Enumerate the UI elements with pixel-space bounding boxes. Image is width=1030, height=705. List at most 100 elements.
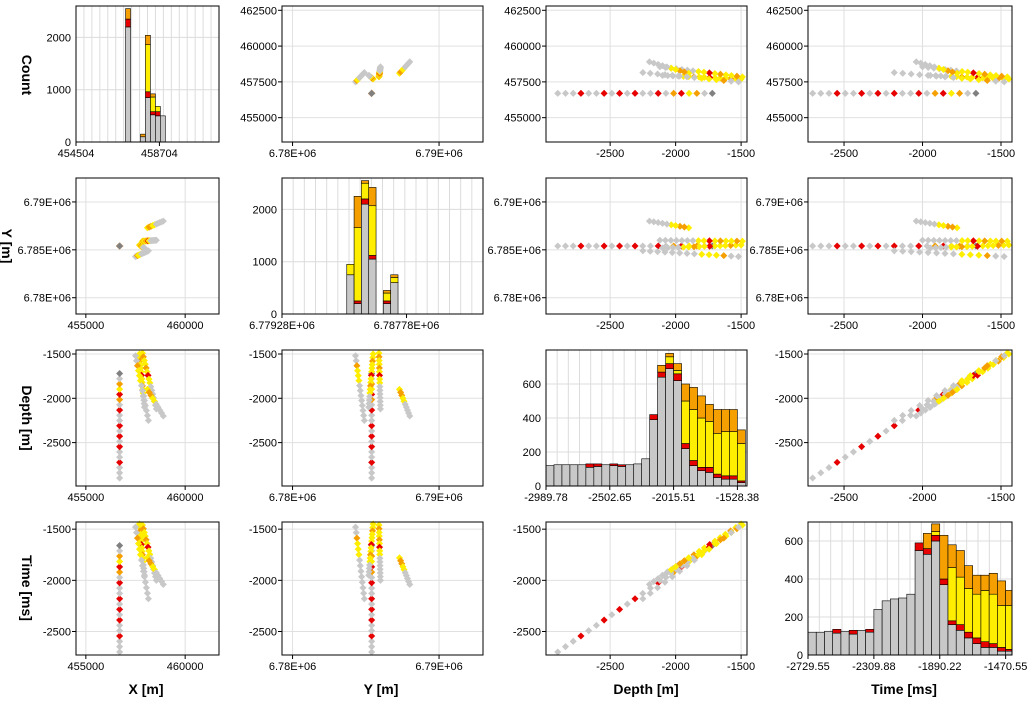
point-yellow	[727, 237, 735, 245]
bar-gray	[561, 464, 571, 487]
point-gray	[654, 248, 662, 256]
point-gray	[690, 250, 698, 258]
point-yellow	[738, 237, 746, 245]
bar-orange	[997, 580, 1006, 606]
plot-frame	[281, 521, 484, 656]
point-yellow	[672, 563, 680, 571]
point-orange	[998, 237, 1006, 245]
col-label-time: Time [ms]	[871, 681, 937, 697]
point-yellow	[375, 349, 383, 357]
bar-gray	[577, 464, 587, 487]
bar-gray	[657, 376, 666, 487]
point-gray	[866, 89, 874, 97]
point-red	[376, 543, 384, 551]
point-gray	[143, 589, 151, 597]
y-tick-label: 455000	[240, 113, 277, 125]
point-orange	[983, 76, 991, 84]
point-gray	[352, 523, 360, 531]
bar-red	[361, 198, 370, 205]
point-red	[116, 406, 124, 414]
y-tick-label: 457500	[504, 77, 541, 89]
bar-red	[922, 548, 932, 555]
bar-red	[939, 578, 949, 585]
bar-orange	[964, 565, 973, 589]
point-gray	[365, 571, 373, 579]
point-yellow	[1003, 73, 1011, 81]
point-gray	[882, 427, 890, 435]
bar-yellow	[997, 605, 1006, 648]
point-gray	[645, 58, 653, 66]
point-red	[833, 89, 841, 97]
point-gray	[890, 69, 898, 77]
point-gray	[358, 401, 366, 410]
point-gray	[356, 382, 364, 390]
point-yellow	[354, 545, 362, 553]
point-red	[616, 89, 624, 97]
well-D	[395, 385, 414, 420]
point-gray	[585, 242, 593, 250]
point-orange	[133, 534, 142, 542]
point-gray	[921, 219, 929, 227]
bar-gray	[145, 97, 151, 143]
bar-gray	[353, 303, 362, 315]
point-red	[116, 458, 124, 466]
row-label-count: Count	[19, 55, 35, 96]
point-gray	[645, 217, 653, 225]
point-yellow	[685, 554, 693, 562]
histogram-time: 0 200 400 600 -2729.55 -2309.88 -1890.22 -1470.…	[785, 521, 1027, 673]
point-gray	[952, 237, 960, 245]
x-tick-label: -1500	[727, 320, 755, 332]
bar-yellow	[145, 44, 151, 93]
point-red	[368, 443, 376, 451]
bar-gray	[593, 466, 603, 487]
point-yellow	[992, 237, 1000, 245]
point-gray	[116, 637, 124, 645]
point-gray	[132, 357, 141, 365]
well-C	[375, 521, 384, 584]
well-D	[912, 385, 961, 420]
bar-yellow	[931, 531, 941, 536]
well-E	[131, 247, 152, 261]
point-gray	[674, 243, 682, 251]
point-gray	[592, 242, 600, 250]
point-gray	[727, 77, 735, 85]
point-yellow	[694, 67, 702, 76]
point-yellow	[712, 251, 720, 259]
point-gray	[144, 416, 152, 424]
point-red	[833, 242, 841, 250]
well-D	[395, 58, 414, 77]
point-gray	[376, 565, 384, 573]
point-gray	[623, 600, 631, 608]
bar-orange	[972, 574, 982, 595]
point-gray	[654, 584, 662, 592]
point-red	[616, 605, 624, 613]
x-tick-label: 460000	[167, 492, 204, 504]
y-tick-label: 6.78E+06	[494, 293, 541, 305]
point-gray	[139, 567, 147, 575]
bar-yellow	[729, 431, 738, 477]
bar-gray	[625, 464, 635, 487]
well-B	[365, 520, 377, 579]
bar-yellow	[980, 590, 990, 643]
point-dark	[368, 89, 376, 97]
point-gray	[357, 567, 365, 575]
point-gray	[949, 74, 957, 82]
point-yellow	[947, 243, 955, 251]
point-red	[116, 616, 124, 624]
point-red	[368, 422, 376, 430]
row-label-depth: Depth [m]	[19, 385, 35, 450]
bar-gray	[1005, 650, 1013, 656]
x-tick-label: -2989.78	[524, 492, 567, 504]
point-orange	[981, 70, 989, 78]
bar-orange	[383, 290, 392, 294]
point-red	[368, 616, 376, 624]
bar-yellow	[705, 421, 714, 468]
point-orange	[958, 243, 966, 251]
point-red	[600, 242, 608, 250]
well-E	[131, 523, 152, 603]
point-gray	[116, 611, 124, 619]
point-gray	[907, 406, 915, 415]
point-red	[858, 242, 866, 250]
x-tick-label: -1500	[987, 492, 1015, 504]
